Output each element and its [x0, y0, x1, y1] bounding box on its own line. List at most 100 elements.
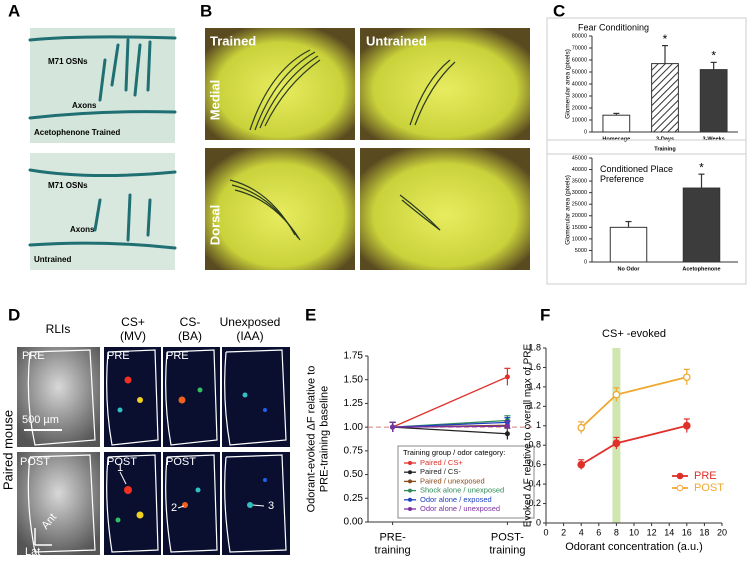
image-label: Untrained	[366, 33, 427, 48]
y-tick-label: 30000	[572, 190, 587, 196]
y-tick-label: 1.8	[528, 342, 541, 352]
x-axis-label: Odorant concentration (a.u.)	[565, 541, 703, 553]
y-tick-label: 1.4	[528, 381, 541, 391]
chart-title: Fear Conditioning	[578, 22, 649, 32]
x-tick-label: 6	[596, 527, 601, 537]
legend-swatch	[408, 488, 412, 493]
data-point	[577, 460, 586, 469]
y-tick-label: 35000	[572, 179, 587, 185]
legend-label: PRE	[694, 470, 717, 482]
bar	[602, 114, 631, 133]
y-tick-label: 1.50	[344, 374, 364, 385]
legend-label: Paired / CS-	[420, 467, 461, 476]
significance-marker: *	[711, 49, 716, 63]
arrow-number: 3	[268, 500, 274, 512]
legend-swatch	[676, 484, 684, 492]
series-line	[392, 426, 508, 435]
y-tick-label: 25000	[572, 202, 587, 208]
image-caption: Untrained	[34, 255, 71, 264]
data-point	[577, 423, 586, 432]
y-tick-label: 20000	[572, 105, 587, 111]
side-label: Paired mouse	[0, 410, 15, 490]
y-tick-label: 45000	[572, 155, 587, 161]
panel-label: B	[200, 1, 212, 20]
data-point	[612, 439, 621, 448]
x-tick-label: 4	[579, 527, 584, 537]
y-tick-label: 0.25	[344, 493, 364, 504]
row-label: PRE	[107, 350, 130, 362]
significance-marker: *	[663, 32, 668, 46]
x-tick-label: 3-Weeks	[703, 136, 725, 142]
x-tick-label: 14	[664, 527, 674, 537]
highlight-band	[612, 348, 621, 523]
y-tick-label: 0.00	[344, 517, 364, 528]
x-tick-label: No Odor	[618, 266, 641, 272]
panel-frame	[546, 17, 747, 155]
legend-swatch	[408, 479, 412, 484]
axis-label: Lat	[25, 546, 40, 558]
y-tick-label: 40000	[572, 167, 587, 173]
y-tick-label: 80000	[572, 33, 587, 39]
y-axis-label: Glomerular area (pixels)	[565, 49, 572, 119]
series-line	[392, 376, 508, 428]
legend-swatch	[676, 472, 684, 480]
y-tick-label: 1.6	[528, 362, 541, 372]
x-tick-label: PRE-training	[375, 532, 411, 557]
y-tick-label: 0.4	[528, 478, 541, 488]
image-label: M71 OSNs	[48, 57, 88, 66]
column-label: CS-(BA)	[178, 315, 202, 343]
legend-label: Shock alone / unexposed	[420, 486, 504, 495]
data-point	[682, 373, 691, 382]
chart-title: Conditioned Place Preference	[600, 164, 673, 184]
y-axis-label: Glomerular area (pixels)	[565, 175, 572, 245]
row-label: PRE	[166, 350, 189, 362]
x-tick-label: 0	[543, 527, 548, 537]
bar	[682, 187, 721, 263]
y-tick-label: 1.75	[344, 351, 364, 362]
significance-marker: *	[699, 160, 704, 174]
panel-label: F	[540, 305, 550, 324]
column-label: CS+ (MV)	[120, 315, 146, 343]
x-tick-label: 2	[561, 527, 566, 537]
bar	[699, 69, 728, 133]
x-tick-label: 16	[682, 527, 692, 537]
panel-a-images: M71 OSNs Axons Acetophenone Trained M71 …	[28, 28, 177, 270]
y-tick-label: 70000	[572, 45, 587, 51]
legend-swatch	[408, 470, 412, 475]
panel-b-images: Trained Untrained Medial Dorsal	[205, 28, 530, 270]
panel-d-images: RLIs CS+ (MV) CS-(BA) Unexposed (IAA) PRE …	[0, 315, 290, 558]
panel-frame	[546, 139, 747, 285]
y-tick-label: 0.8	[528, 440, 541, 450]
image-label: Dorsal	[207, 205, 222, 245]
arrow-number: 2	[171, 502, 177, 514]
y-tick-label: 20000	[572, 213, 587, 219]
bar	[651, 63, 679, 133]
chart-title: CS+ -evoked	[602, 328, 666, 340]
x-axis-label: Training	[654, 146, 675, 152]
y-tick-label: 0.50	[344, 469, 364, 480]
y-tick-label: 0.6	[528, 459, 541, 469]
y-tick-label: 10000	[572, 117, 587, 123]
panel-label: D	[8, 305, 20, 324]
y-tick-label: 30000	[572, 93, 587, 99]
x-tick-label: 20	[717, 527, 727, 537]
panel-label: C	[553, 1, 565, 20]
data-point	[504, 423, 510, 429]
image-label: Medial	[207, 80, 222, 120]
x-tick-label: 10	[629, 527, 639, 537]
legend-swatch	[408, 497, 412, 502]
x-tick-label: 8	[614, 527, 619, 537]
image-label: Trained	[210, 33, 256, 48]
y-tick-label: 5000	[575, 248, 587, 254]
image-label: Axons	[72, 101, 97, 110]
y-tick-label: 1.2	[528, 401, 541, 411]
series-line	[580, 424, 688, 466]
legend-label: Paired / CS+	[420, 458, 463, 467]
arrow-number: 1	[117, 462, 123, 474]
image-label: Axons	[70, 225, 95, 234]
y-tick-label: 40000	[572, 81, 587, 87]
series-line	[392, 425, 508, 428]
data-point	[504, 374, 510, 380]
legend-box	[397, 445, 535, 519]
